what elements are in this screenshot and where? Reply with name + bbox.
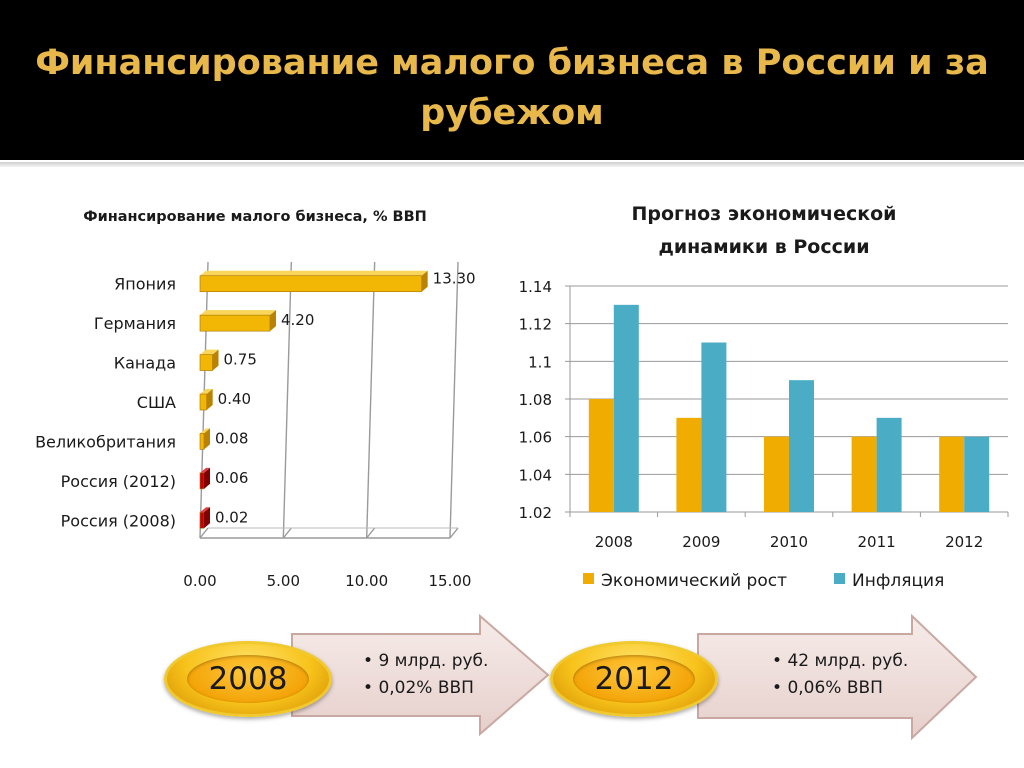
bar-econ-growth bbox=[588, 399, 614, 512]
category-label: Япония bbox=[114, 275, 176, 294]
bullet-item: 9 млрд. руб. bbox=[363, 648, 488, 675]
bar-top bbox=[200, 310, 276, 316]
bar-top bbox=[200, 270, 428, 276]
bar-top bbox=[200, 467, 210, 473]
bullet-item: 0,02% ВВП bbox=[363, 675, 488, 702]
y-tick-label: 1.02 bbox=[519, 504, 552, 522]
y-tick-label: 1.04 bbox=[519, 466, 552, 484]
data-label: 0.08 bbox=[215, 429, 248, 447]
bar-top bbox=[200, 428, 210, 434]
bar-inflation bbox=[876, 417, 902, 512]
category-label: Германия bbox=[94, 314, 176, 333]
bar-top bbox=[200, 507, 210, 513]
bar-inflation bbox=[789, 380, 814, 512]
legend-swatch-econ-growth bbox=[583, 573, 594, 584]
y-tick-label: 1.08 bbox=[519, 391, 552, 409]
chart-title: Прогноз экономической динамики в России bbox=[631, 203, 896, 258]
bar-side bbox=[421, 270, 428, 292]
data-label: 0.02 bbox=[215, 508, 248, 526]
bar-inflation bbox=[613, 304, 639, 512]
bar bbox=[199, 354, 213, 371]
title-divider bbox=[0, 162, 1024, 167]
gridline bbox=[282, 527, 292, 539]
x-tick-label: 10.00 bbox=[345, 572, 388, 590]
gridline bbox=[449, 261, 459, 539]
x-tick-label: 2011 bbox=[858, 533, 896, 551]
bar-side bbox=[204, 428, 210, 450]
year-badge-2008: 2008 bbox=[164, 641, 332, 717]
bar-side bbox=[204, 467, 210, 489]
bar bbox=[199, 472, 205, 490]
data-label: 0.06 bbox=[215, 469, 248, 487]
bullet-item: 42 млрд. руб. bbox=[772, 648, 908, 675]
bar bbox=[199, 275, 422, 293]
bar-econ-growth bbox=[851, 436, 877, 512]
x-tick-label: 15.00 bbox=[429, 572, 472, 590]
callout-bullets-2008: 9 млрд. руб. 0,02% ВВП bbox=[363, 648, 488, 702]
gridline bbox=[199, 527, 209, 539]
y-tick-label: 1.14 bbox=[519, 278, 552, 296]
bullet-item: 0,06% ВВП bbox=[772, 675, 908, 702]
x-tick-label: 2009 bbox=[682, 533, 720, 551]
bar-inflation bbox=[701, 342, 727, 512]
bar-econ-growth bbox=[939, 436, 965, 512]
bar-top bbox=[200, 349, 219, 355]
gridline bbox=[365, 261, 376, 539]
bar bbox=[199, 393, 207, 411]
category-label: Россия (2008) bbox=[61, 511, 176, 530]
x-tick-label: 2012 bbox=[945, 533, 983, 551]
chart-title: Финансирование малого бизнеса, % ВВП bbox=[83, 209, 427, 225]
slide-title: Финансирование малого бизнеса в России и… bbox=[35, 43, 989, 133]
x-tick-label: 2008 bbox=[595, 533, 633, 551]
data-label: 13.30 bbox=[433, 270, 476, 288]
bar bbox=[199, 433, 205, 450]
y-tick-label: 1.12 bbox=[519, 316, 552, 334]
callout-bullets-2012: 42 млрд. руб. 0,06% ВВП bbox=[772, 648, 908, 702]
data-label: 0.75 bbox=[224, 351, 257, 369]
year-badge-label: 2008 bbox=[187, 655, 309, 703]
x-tick-label: 0.00 bbox=[183, 572, 216, 590]
y-tick-label: 1.06 bbox=[519, 429, 552, 447]
bar-side bbox=[212, 349, 219, 371]
title-bar: Финансирование малого бизнеса в России и… bbox=[0, 0, 1024, 160]
bar-side bbox=[204, 507, 210, 529]
data-label: 4.20 bbox=[281, 311, 314, 329]
bar-side bbox=[270, 310, 276, 332]
y-tick-label: 1.1 bbox=[528, 353, 552, 371]
x-tick-label: 5.00 bbox=[267, 572, 300, 590]
bar-econ-growth bbox=[764, 436, 789, 512]
legend-swatch-inflation bbox=[834, 573, 845, 584]
bar bbox=[199, 511, 205, 529]
bar-top bbox=[200, 389, 213, 394]
category-label: Канада bbox=[114, 354, 176, 373]
bar-side bbox=[206, 389, 213, 410]
data-label: 0.40 bbox=[218, 390, 251, 408]
funding-bar-chart: Финансирование малого бизнеса, % ВВП 0.00… bbox=[35, 209, 476, 590]
legend-label: Экономический рост bbox=[601, 571, 787, 591]
category-label: США bbox=[137, 393, 176, 412]
bar bbox=[199, 314, 271, 332]
bar-inflation bbox=[964, 436, 990, 512]
category-label: Великобритания bbox=[35, 432, 176, 451]
gridline bbox=[449, 527, 459, 539]
legend-label: Инфляция bbox=[852, 571, 944, 591]
year-badge-2012: 2012 bbox=[550, 641, 718, 717]
forecast-column-chart: Прогноз экономической динамики в России 1.… bbox=[519, 203, 1009, 591]
year-badge-label: 2012 bbox=[573, 655, 695, 703]
gridline bbox=[282, 261, 293, 539]
gridline bbox=[366, 527, 376, 539]
bar-econ-growth bbox=[676, 417, 702, 512]
category-label: Россия (2012) bbox=[61, 472, 176, 491]
x-tick-label: 2010 bbox=[770, 533, 808, 551]
